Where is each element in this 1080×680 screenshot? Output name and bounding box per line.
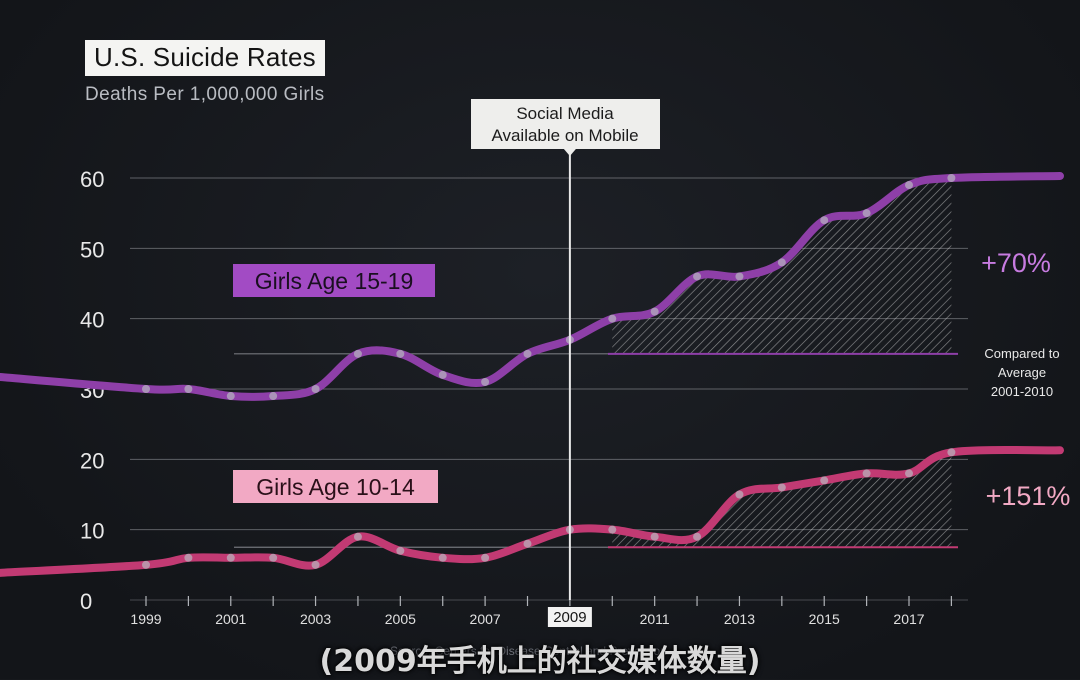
data-point [693,532,702,541]
data-point [608,314,617,323]
change-label: +151% [986,481,1071,511]
source-note: Source: Centers for Disease Control and … [390,644,667,658]
annotation-pointer [563,149,576,156]
data-point [523,539,532,548]
data-point [735,272,744,281]
y-tick-label: 50 [80,237,104,262]
series-label-box [233,264,435,297]
data-point [820,476,829,485]
x-tick-label-highlight: 2009 [553,609,586,626]
data-point [396,546,405,555]
data-point [184,385,193,393]
data-point [269,392,278,401]
data-point [650,307,659,316]
data-point [905,469,913,478]
data-point [311,385,320,393]
x-tick-label: 2007 [470,611,501,627]
y-tick-label: 0 [80,589,92,614]
data-point [862,209,871,218]
data-point [905,181,913,190]
data-point [438,553,447,562]
data-point [693,272,702,281]
y-tick-label: 10 [80,519,104,544]
data-point [947,174,956,182]
baseline-note-line: 2001-2010 [991,384,1053,399]
data-point [353,349,362,358]
series-label-box [233,470,438,503]
baseline-note-line: Average [998,365,1046,380]
x-tick-label: 2003 [300,611,331,627]
highlight-tick-box [547,607,592,627]
x-tick-label: 1999 [130,611,161,627]
y-tick-label: 60 [80,167,104,192]
subtitle-caption: (2009年手机上的社交媒体数量) [319,644,761,679]
data-point [481,553,490,562]
x-tick-label: 2015 [809,611,840,627]
data-point [396,349,405,358]
data-point [481,377,490,386]
y-tick-label: 40 [80,308,104,333]
annotation-box [471,99,660,149]
data-point [735,490,744,499]
chart-title: U.S. Suicide Rates [85,40,325,76]
data-point [777,258,786,267]
data-point [142,560,150,569]
data-point [820,216,829,225]
x-tick-label: 2011 [640,611,670,627]
data-point [353,532,362,541]
data-point [142,385,150,393]
series-label: Girls Age 15-19 [255,268,414,294]
y-tick-label: 20 [80,448,104,473]
data-point [311,560,320,569]
chart-subtitle: Deaths Per 1,000,000 Girls [85,84,325,105]
data-point [608,525,617,534]
series-label: Girls Age 10-14 [256,474,415,500]
growth-area-hatch [612,452,952,548]
data-point [226,392,235,401]
annotation-text-line1: Social Media [516,104,614,123]
data-point [650,532,659,541]
data-point [947,448,956,457]
baseline-note-line: Compared to [984,346,1059,361]
data-point [523,349,532,358]
data-point [438,370,447,379]
x-tick-label: 2013 [724,611,755,627]
x-tick-label: 2017 [893,611,924,627]
data-point [777,483,786,492]
data-point [269,553,278,562]
x-tick-label: 2005 [385,611,416,627]
data-point [862,469,871,478]
data-point [184,553,193,562]
x-tick-label: 2001 [215,611,246,627]
annotation-text-line2: Available on Mobile [491,126,638,145]
data-point [226,553,235,562]
change-label: +70% [981,248,1051,278]
